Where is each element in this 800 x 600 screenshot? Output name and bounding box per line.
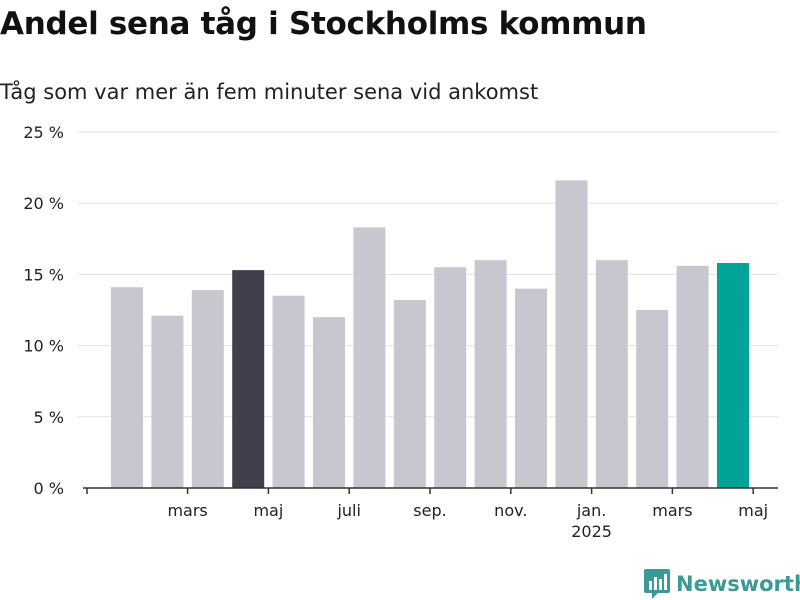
bar: [111, 287, 143, 488]
x-tick-sublabel: 2025: [571, 522, 612, 541]
y-tick-label: 15 %: [23, 265, 64, 284]
y-axis-ticks: 0 % 5 % 10 % 15 % 20 % 25 %: [23, 123, 64, 498]
bar: [434, 267, 467, 488]
chart-title: Andel sena tåg i Stockholms kommun: [0, 6, 647, 42]
x-axis-ticks: mars maj juli sep. nov. jan. 2025 mars maj: [167, 501, 768, 541]
chart-subtitle: Tåg som var mer än fem minuter sena vid …: [0, 80, 539, 104]
bar: [595, 260, 628, 488]
y-tick-label: 5 %: [34, 408, 64, 427]
bar: [636, 310, 669, 488]
x-tick-label: mars: [652, 501, 692, 520]
x-axis: [83, 487, 778, 494]
x-tick-label: juli: [336, 501, 360, 520]
bar-chart-logo-icon: [644, 569, 670, 599]
bar: [353, 227, 386, 488]
brand-name: Newsworthy: [676, 572, 800, 596]
bar: [191, 290, 224, 488]
y-tick-label: 25 %: [23, 123, 64, 142]
bar: [272, 295, 305, 488]
bar: [676, 265, 709, 488]
bar: [393, 300, 426, 488]
bar: [474, 260, 507, 488]
bar: [232, 270, 265, 488]
x-tick-label: mars: [167, 501, 207, 520]
brand-logo: Newsworthy: [644, 568, 800, 600]
bar: [151, 315, 184, 488]
bars: [111, 180, 749, 488]
y-tick-label: 10 %: [23, 337, 64, 356]
x-tick-label: jan.: [576, 501, 606, 520]
y-tick-label: 20 %: [23, 194, 64, 213]
bar: [555, 180, 588, 488]
x-tick-label: maj: [253, 501, 283, 520]
x-tick-label: maj: [738, 501, 768, 520]
bar: [515, 288, 547, 488]
y-tick-label: 0 %: [34, 479, 64, 498]
bar: [717, 263, 749, 488]
bar: [313, 317, 345, 488]
x-tick-label: nov.: [494, 501, 527, 520]
x-tick-label: sep.: [413, 501, 446, 520]
